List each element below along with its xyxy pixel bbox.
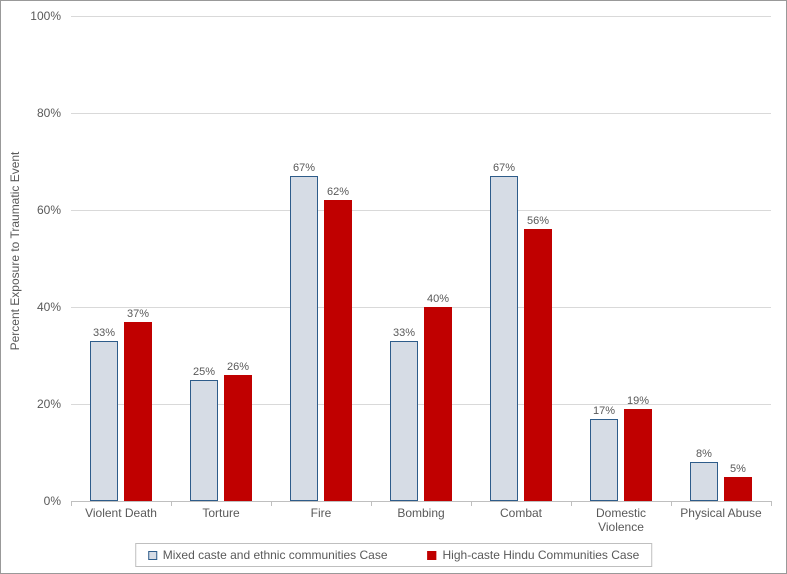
x-tick xyxy=(271,501,272,506)
legend-swatch xyxy=(428,551,437,560)
legend-swatch xyxy=(148,551,157,560)
x-tick xyxy=(771,501,772,506)
bar-value-label: 5% xyxy=(730,463,746,475)
bar: 19% xyxy=(624,409,652,501)
x-tick-label: Domestic Violence xyxy=(576,506,666,535)
bar-value-label: 25% xyxy=(193,366,215,378)
x-tick xyxy=(371,501,372,506)
x-tick-label: Fire xyxy=(276,506,366,520)
bar-value-label: 33% xyxy=(93,327,115,339)
bar-value-label: 56% xyxy=(527,215,549,227)
x-tick-label: Violent Death xyxy=(76,506,166,520)
bars-layer: 33%37%25%26%67%62%33%40%67%56%17%19%8%5% xyxy=(71,16,771,501)
x-tick xyxy=(671,501,672,506)
bar: 33% xyxy=(390,341,418,501)
bar-value-label: 67% xyxy=(493,162,515,174)
bar-value-label: 67% xyxy=(293,162,315,174)
bar-value-label: 33% xyxy=(393,327,415,339)
y-tick-label: 0% xyxy=(11,494,61,508)
bar: 40% xyxy=(424,307,452,501)
bar: 67% xyxy=(290,176,318,501)
bar: 33% xyxy=(90,341,118,501)
x-tick xyxy=(471,501,472,506)
y-tick-label: 100% xyxy=(11,9,61,23)
x-tick-label: Torture xyxy=(176,506,266,520)
x-tick-label: Combat xyxy=(476,506,566,520)
chart-container: Percent Exposure to Traumatic Event 33%3… xyxy=(0,0,787,574)
bar: 56% xyxy=(524,229,552,501)
bar: 17% xyxy=(590,419,618,501)
x-tick xyxy=(71,501,72,506)
bar: 25% xyxy=(190,380,218,501)
x-tick xyxy=(171,501,172,506)
legend-item: Mixed caste and ethnic communities Case xyxy=(148,548,388,562)
bar-value-label: 8% xyxy=(696,448,712,460)
bar: 67% xyxy=(490,176,518,501)
bar: 37% xyxy=(124,322,152,501)
bar-value-label: 17% xyxy=(593,405,615,417)
bar: 26% xyxy=(224,375,252,501)
bar-value-label: 37% xyxy=(127,308,149,320)
y-tick-label: 40% xyxy=(11,300,61,314)
bar-value-label: 40% xyxy=(427,293,449,305)
bar-value-label: 62% xyxy=(327,186,349,198)
legend-item: High-caste Hindu Communities Case xyxy=(428,548,640,562)
y-tick-label: 80% xyxy=(11,106,61,120)
x-tick-label: Physical Abuse xyxy=(676,506,766,520)
x-tick xyxy=(571,501,572,506)
bar: 62% xyxy=(324,200,352,501)
legend-label: High-caste Hindu Communities Case xyxy=(443,548,640,562)
y-tick-label: 60% xyxy=(11,203,61,217)
bar: 8% xyxy=(690,462,718,501)
y-axis-title: Percent Exposure to Traumatic Event xyxy=(8,152,22,351)
bar-value-label: 19% xyxy=(627,395,649,407)
legend-label: Mixed caste and ethnic communities Case xyxy=(163,548,388,562)
x-tick-label: Bombing xyxy=(376,506,466,520)
bar-value-label: 26% xyxy=(227,361,249,373)
legend: Mixed caste and ethnic communities Case H… xyxy=(135,543,653,567)
y-tick-label: 20% xyxy=(11,397,61,411)
bar: 5% xyxy=(724,477,752,501)
plot-area: 33%37%25%26%67%62%33%40%67%56%17%19%8%5% xyxy=(71,16,771,502)
